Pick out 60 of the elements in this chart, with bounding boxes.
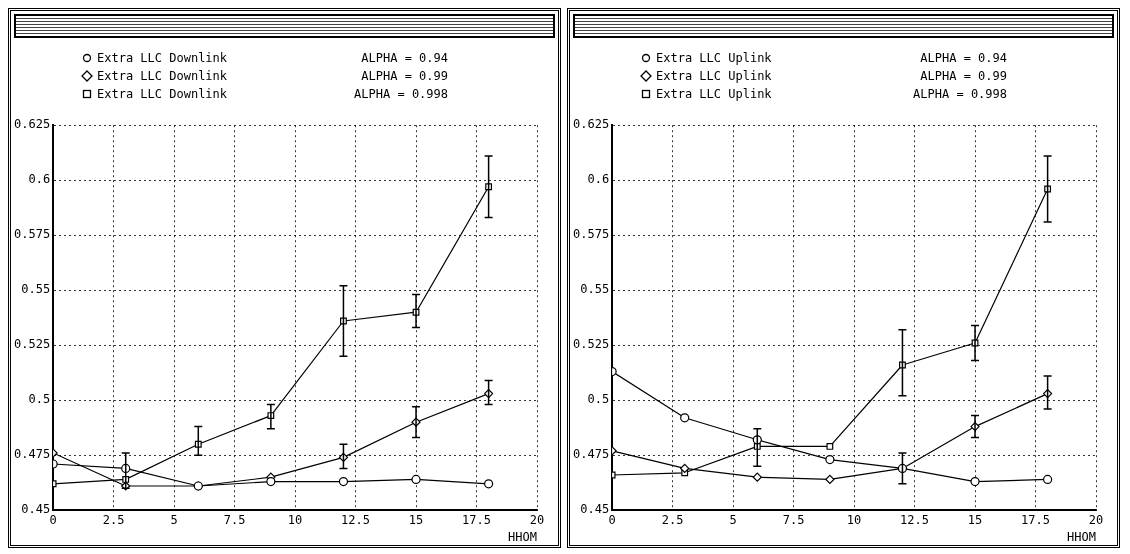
x-tick-label: 7.5 xyxy=(782,512,805,527)
point xyxy=(680,463,690,473)
x-axis-title: HHOM xyxy=(1067,529,1096,544)
legend-label: Extra LLC Downlink xyxy=(97,51,228,65)
point xyxy=(338,477,349,487)
x-tick-label: 12.5 xyxy=(341,512,370,527)
y-tick-label: 0.55 xyxy=(580,282,610,297)
y-tick-label: 0.55 xyxy=(21,282,51,297)
x-tick-label: 17.5 xyxy=(462,512,491,527)
x-tick-label: 17.5 xyxy=(1021,512,1050,527)
x-axis-title: HHOM xyxy=(508,529,537,544)
x-tick-label: 12.5 xyxy=(900,512,929,527)
point xyxy=(266,477,276,487)
text: ALPHA = 0.998 xyxy=(913,87,1007,101)
x-tick-label: 7.5 xyxy=(223,512,246,527)
y-tick-label: 0.575 xyxy=(573,227,610,242)
point xyxy=(752,472,762,482)
y-tick-label: 0.45 xyxy=(21,502,51,517)
legend-label: Extra LLC Uplink xyxy=(656,69,772,83)
y-tick-label: 0.625 xyxy=(14,117,51,132)
x-tick-label: 5 xyxy=(729,512,737,527)
y-tick-label: 0.6 xyxy=(587,172,610,187)
y-tick-label: 0.5 xyxy=(28,392,51,407)
point xyxy=(826,442,834,450)
x-tick-label: 20 xyxy=(529,512,545,527)
point xyxy=(484,479,494,489)
x-tick-label: 10 xyxy=(846,512,862,527)
x-tick-label: 15 xyxy=(408,512,424,527)
y-tick-label: 0.525 xyxy=(14,337,51,352)
y-tick-label: 0.625 xyxy=(573,117,610,132)
legend-label: Extra LLC Downlink xyxy=(97,87,228,101)
point xyxy=(825,455,835,465)
point xyxy=(970,477,980,487)
point xyxy=(411,474,421,484)
legend-label: Extra LLC Uplink xyxy=(656,51,772,65)
x-tick-label: 0 xyxy=(49,512,57,527)
x-tick-label: 20 xyxy=(1088,512,1104,527)
y-tick-label: 0.575 xyxy=(14,227,51,242)
point xyxy=(680,413,690,423)
y-tick-label: 0.6 xyxy=(28,172,51,187)
x-tick-label: 2.5 xyxy=(102,512,125,527)
y-tick-label: 0.475 xyxy=(573,447,610,462)
y-tick-label: 0.45 xyxy=(580,502,610,517)
x-tick-label: 15 xyxy=(967,512,983,527)
text: ALPHA = 0.94 xyxy=(920,51,1007,65)
text: ALPHA = 0.998 xyxy=(354,87,448,101)
legend-label: Extra LLC Uplink xyxy=(656,87,772,101)
text: ALPHA = 0.99 xyxy=(361,69,448,83)
y-tick-label: 0.475 xyxy=(14,447,51,462)
y-tick-label: 0.5 xyxy=(587,392,610,407)
x-tick-label: 0 xyxy=(608,512,616,527)
point xyxy=(1043,474,1053,484)
y-tick-label: 0.525 xyxy=(573,337,610,352)
legend-label: Extra LLC Downlink xyxy=(97,69,228,83)
point xyxy=(825,474,835,484)
x-tick-label: 2.5 xyxy=(661,512,684,527)
text: ALPHA = 0.94 xyxy=(361,51,448,65)
x-tick-label: 5 xyxy=(170,512,178,527)
text: ALPHA = 0.99 xyxy=(920,69,1007,83)
x-tick-label: 10 xyxy=(287,512,303,527)
